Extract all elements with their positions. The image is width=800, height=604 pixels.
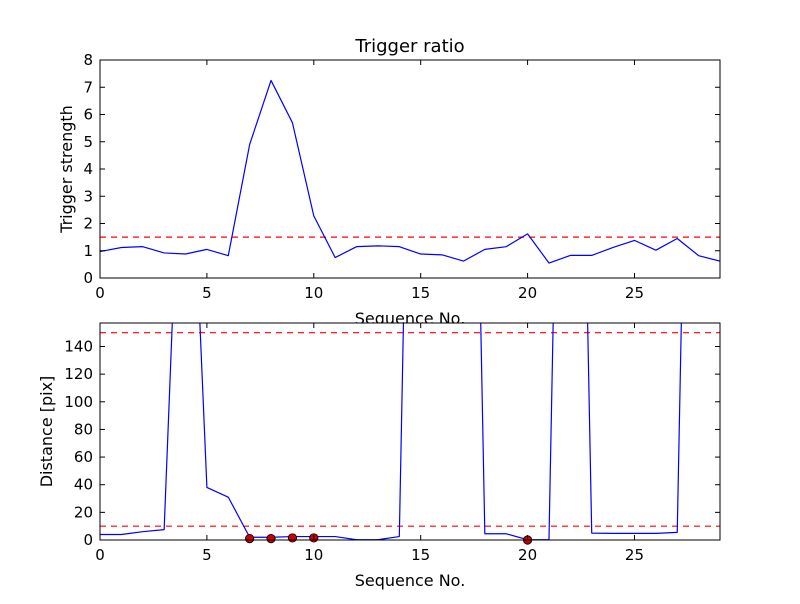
chart1-y-tick-label: 2 [83, 215, 93, 233]
chart2-x-tick-label: 15 [411, 546, 430, 564]
chart1-x-tick-label: 10 [304, 284, 323, 302]
chart1-y-tick-label: 3 [83, 187, 93, 205]
chart1-y-tick-label: 0 [83, 269, 93, 287]
chart2-data-point [245, 534, 255, 544]
chart2-y-tick-label: 60 [74, 448, 93, 466]
chart2-x-tick-label: 20 [518, 546, 537, 564]
chart1-plot-area [100, 60, 720, 278]
chart2-x-tick-label: 10 [304, 546, 323, 564]
chart1-x-tick-label: 15 [411, 284, 430, 302]
chart1-y-axis-label: Trigger strength [57, 105, 76, 234]
chart2-series-line-1 [100, 323, 682, 540]
chart2-y-tick-label: 20 [74, 503, 93, 521]
chart2-y-tick-label: 140 [64, 337, 93, 355]
chart1-y-tick-label: 5 [83, 133, 93, 151]
chart2-data-point [266, 534, 276, 544]
chart1-y-tick-label: 6 [83, 106, 93, 124]
chart1-y-tick-label: 4 [83, 160, 93, 178]
chart1-x-tick-label: 0 [95, 284, 105, 302]
chart1-y-tick-label: 1 [83, 242, 93, 260]
chart1-y-tick-label: 8 [83, 51, 93, 69]
chart2-y-tick-label: 100 [64, 393, 93, 411]
chart2-x-tick-label: 0 [95, 546, 105, 564]
chart1-x-tick-label: 20 [518, 284, 537, 302]
chart2-y-tick-label: 40 [74, 476, 93, 494]
chart2-y-tick-label: 120 [64, 365, 93, 383]
chart2-y-tick-label: 0 [83, 531, 93, 549]
chart2-x-tick-label: 5 [202, 546, 212, 564]
chart1-x-tick-label: 5 [202, 284, 212, 302]
chart1-title: Trigger ratio [354, 36, 464, 57]
chart2-y-axis-label: Distance [pix] [37, 376, 56, 488]
chart2-axes-frame [99, 322, 721, 541]
chart2-y-tick-label: 80 [74, 420, 93, 438]
chart2-x-axis-label: Sequence No. [355, 571, 466, 590]
chart2-data-point [287, 533, 298, 543]
chart2-x-tick-label: 25 [625, 546, 644, 564]
chart2-panel: 0 5 10 15 20 25 0 20 40 60 80 100 120 140 Sequence No.… [37, 322, 721, 590]
chart2-plot-area [100, 323, 720, 540]
chart1-x-tick-label: 25 [625, 284, 644, 302]
chart1-series-line-1 [100, 79, 720, 264]
chart1-y-tick-label: 7 [83, 78, 93, 96]
